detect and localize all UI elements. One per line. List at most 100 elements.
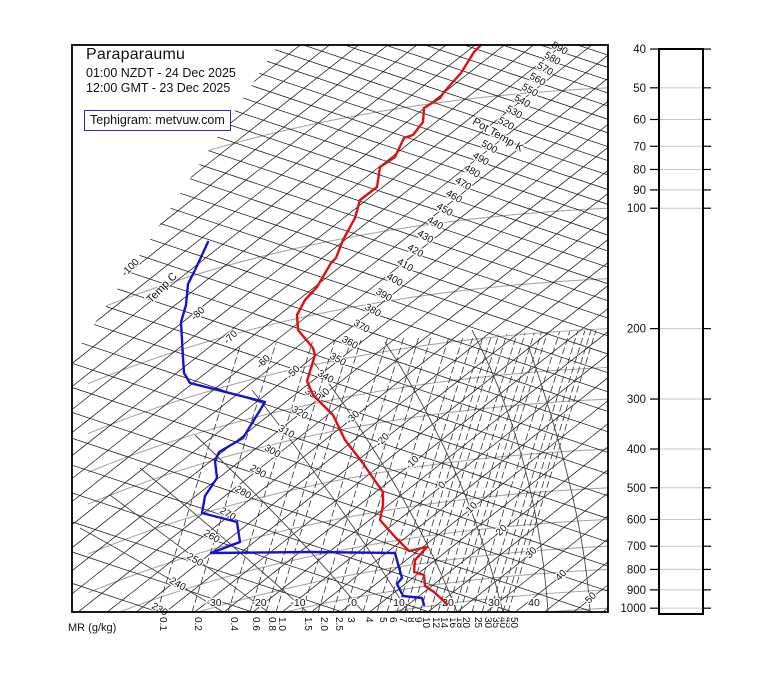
dry-adiabat-line [72,306,608,612]
pressure-tick-label: 80 [633,164,646,176]
pressure-tick-label: 500 [627,483,646,495]
isobar-line [87,448,608,555]
isotherm-label: 50 [583,590,599,606]
dry-adiabat-line [72,108,608,438]
mixing-ratio-line [502,330,592,612]
isobar-line [87,589,608,612]
pressure-tick-label: 200 [627,324,646,336]
dry-adiabat-line [166,45,608,249]
dry-adiabat-line [72,190,608,520]
dry-adiabat-line [72,205,608,535]
pot-temp-label: 460 [444,188,464,206]
pressure-tick-label: 400 [627,444,646,456]
isotherm-line [72,45,608,612]
saturated-adiabat-label: -30 [206,597,221,609]
pot-temp-label: 290 [248,463,268,481]
mixing-ratio-line [301,338,388,612]
dry-adiabat-line [72,161,608,491]
temperature-trace [295,43,483,606]
pressure-tick-label: 100 [627,203,646,215]
temp-axis-title: Temp C [144,270,179,305]
mixing-ratio-line [419,333,508,612]
pressure-tick-label: 40 [633,44,646,56]
mixing-ratio-label: 4 [363,617,374,623]
isotherm-line [72,45,608,612]
mixing-ratio-label: 2.0 [318,617,329,631]
isobar-line [87,207,608,314]
isotherm-label: 40 [554,568,570,584]
mixing-ratio-line [453,332,542,612]
mixing-ratio-line [249,340,336,612]
saturated-adiabat-curve [527,344,591,612]
pressure-tick-label: 1000 [620,603,646,615]
dry-adiabat-line [72,288,608,612]
mixing-ratio-label: 20 [460,617,471,629]
isotherm-line [100,66,608,612]
mixing-ratio-line [275,339,362,612]
pot-temp-label: 250 [185,551,205,569]
isotherm-label: -50 [285,363,303,381]
watermark-box: Tephigram: metvuw.com [84,110,231,131]
pressure-tick-label: 60 [633,114,646,126]
mixing-ratio-label: 30 [482,617,493,629]
mixing-ratio-label: 1.5 [302,617,313,631]
dry-adiabat-line [72,134,608,464]
isotherm-line [72,45,587,601]
mixing-ratio-label: 0.2 [192,617,203,631]
dry-adiabat-line [143,45,608,267]
mixing-ratio-label: 50 [508,617,519,629]
saturated-adiabat-label: 20 [442,597,454,609]
dry-adiabat-line [72,148,608,477]
dry-adiabat-line [83,45,608,315]
mixing-ratio-line [404,334,493,612]
saturated-adiabat-curve [311,359,458,612]
mixing-ratio-label: 6 [387,617,398,623]
dewpoint-trace [179,240,426,607]
pot-temp-label: 360 [340,334,360,352]
isotherm-label: 30 [524,545,540,561]
local-time: 01:00 NZDT - 24 Dec 2025 [86,66,236,80]
station-name: Paraparaumu [86,46,186,63]
pressure-tick-label: 700 [627,541,646,553]
saturated-adiabat-curve [471,329,549,612]
mixing-ratio-line [496,330,586,612]
pot-temp-label: 370 [351,318,371,336]
saturated-adiabat-curve [384,341,504,612]
mixing-ratio-label: 45 [503,617,514,629]
mixing-ratio-label: 16 [447,617,458,629]
mixing-ratio-line [317,338,404,612]
dry-adiabat-line [72,221,608,550]
saturated-adiabat-curves [79,329,591,612]
pressure-tick-label: 800 [627,564,646,576]
isotherm-line [387,161,608,612]
mixing-ratio-label: 1.0 [276,617,287,631]
pot-temp-label: 410 [395,257,415,275]
dry-adiabat-line [72,325,608,612]
pot-temp-label: 420 [405,242,425,260]
mixing-ratio-label: 7 [397,617,408,623]
pot-temp-label: 310 [276,423,296,441]
mixing-ratio-label: 0.8 [266,617,277,631]
isotherm-line [72,45,608,612]
pressure-axis: 40 50 60 70 80 90 100 200 300 400 500 600 700 800 900 1… [620,44,711,615]
mixing-ratio-line [191,343,277,612]
mixing-ratio-label: 35 [490,617,501,629]
mixing-ratio-line [332,337,420,612]
pressure-tick-label: 50 [633,83,646,95]
saturated-adiabat-label: 10 [393,597,405,609]
mixing-ratio-label: 0.4 [228,617,239,631]
dry-adiabat-line [72,270,608,600]
mixing-ratio-line [376,335,464,612]
pot-temp-label: 390 [374,286,394,304]
pot-temp-label: 450 [434,201,454,219]
dry-adiabat-line [72,365,588,612]
mixing-ratio-label: 14 [438,617,449,629]
saturated-adiabat-label: -20 [251,597,266,609]
mixing-ratio-line [507,330,597,612]
isobar-line [87,568,608,612]
pot-temp-label: 260 [201,528,221,546]
dry-adiabat-line [72,237,608,566]
dry-adiabat-line [155,45,608,258]
